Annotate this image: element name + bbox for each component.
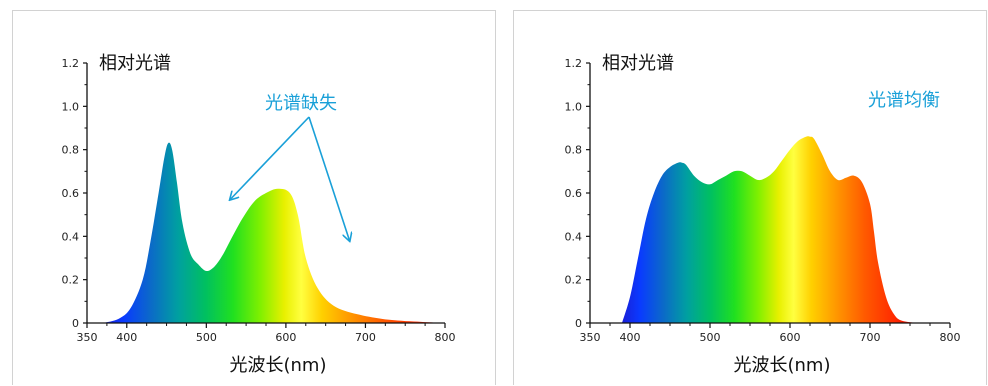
x-tick-label: 800 xyxy=(940,331,961,344)
y-tick-label: 0.6 xyxy=(62,187,80,200)
x-tick-label: 500 xyxy=(196,331,217,344)
chart-panel-left: 0 0.2 0.4 0.6 0.8 1.0 1.2 350 400 500 600 700 800 相对光… xyxy=(12,10,496,385)
y-tick-label: 0.8 xyxy=(565,144,583,157)
annotation-arrow xyxy=(230,116,310,200)
y-tick-label: 0.4 xyxy=(565,230,583,243)
y-tick-label: 1.2 xyxy=(62,57,80,70)
x-tick-label: 350 xyxy=(580,331,601,344)
y-tick-label: 0 xyxy=(575,317,582,330)
y-tick-label: 0.8 xyxy=(62,144,80,157)
spectrum-area-series-0 xyxy=(622,136,918,323)
x-tick-label: 600 xyxy=(780,331,801,344)
x-tick-label: 700 xyxy=(355,331,376,344)
x-axis-label: 光波长(nm) xyxy=(734,355,831,376)
x-tick-label: 500 xyxy=(700,331,721,344)
spectrum-chart-right: 0 0.2 0.4 0.6 0.8 1.0 1.2 350 400 500 600 700 800 相对光… xyxy=(565,53,961,376)
y-tick-label: 1.0 xyxy=(565,100,583,113)
x-tick-label: 600 xyxy=(275,331,296,344)
y-tick-label: 0.2 xyxy=(565,274,583,287)
annotation-text: 光谱均衡 xyxy=(868,90,940,111)
x-tick-label: 700 xyxy=(860,331,881,344)
chart-title: 相对光谱 xyxy=(602,53,674,74)
spectrum-chart-left: 0 0.2 0.4 0.6 0.8 1.0 1.2 350 400 500 600 700 800 相对光… xyxy=(62,53,456,376)
y-tick-label: 1.2 xyxy=(565,57,583,70)
x-tick-label: 400 xyxy=(620,331,641,344)
annotation-text: 光谱缺失 xyxy=(265,93,337,114)
x-axis-label: 光波长(nm) xyxy=(230,355,327,376)
y-tick-label: 0.4 xyxy=(62,230,80,243)
y-tick-label: 0 xyxy=(72,317,79,330)
y-tick-label: 1.0 xyxy=(62,100,80,113)
annotation-arrow xyxy=(308,116,350,241)
y-tick-label: 0.6 xyxy=(565,187,583,200)
x-tick-label: 800 xyxy=(435,331,456,344)
x-tick-label: 400 xyxy=(116,331,137,344)
y-tick-label: 0.2 xyxy=(62,274,80,287)
chart-panel-right: 0 0.2 0.4 0.6 0.8 1.0 1.2 350 400 500 600 700 800 相对光… xyxy=(513,10,987,385)
x-tick-label: 350 xyxy=(77,331,98,344)
chart-title: 相对光谱 xyxy=(99,53,171,74)
spectrum-area-series-0 xyxy=(102,142,446,323)
